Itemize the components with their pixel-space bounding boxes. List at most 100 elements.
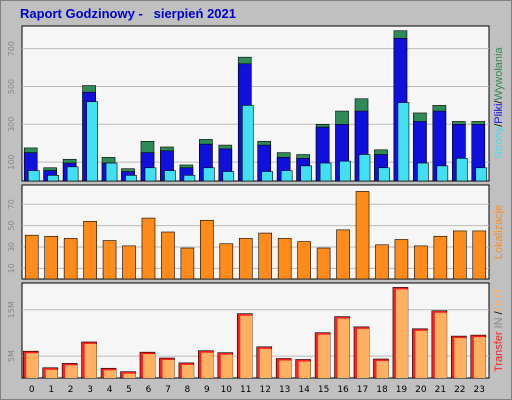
x-tick-label: 10 (221, 385, 233, 395)
bar-pages (261, 171, 274, 182)
bar-traffic-out (318, 334, 331, 378)
side-legend-part: / (493, 123, 505, 127)
side-legend-part: Transfer (493, 331, 505, 372)
bar-pages (378, 167, 390, 182)
bar-traffic-out (162, 360, 175, 378)
plot-area (21, 184, 490, 280)
side-legend: Lokalizacje (493, 205, 505, 259)
x-tick-label: 1 (48, 385, 54, 395)
bar-visits (200, 219, 214, 280)
bar-pages (47, 175, 59, 182)
bar-visits (219, 243, 234, 280)
x-tick-label: 21 (435, 385, 446, 395)
bar-visits (122, 245, 136, 280)
plot-area (21, 282, 490, 379)
y-tick-label: 10 (7, 263, 16, 273)
bar-traffic-out (201, 352, 214, 378)
bar-pages (203, 167, 215, 182)
bar-visits (44, 235, 58, 280)
x-tick-label: 19 (396, 385, 408, 395)
x-tick-label: 0 (29, 385, 35, 395)
x-tick-label: 8 (185, 385, 191, 395)
bar-visits (258, 232, 273, 280)
bar-traffic-out (240, 315, 253, 378)
bar-visits (24, 234, 39, 280)
bar-traffic-out (65, 365, 78, 378)
side-legend-part: / (493, 310, 505, 314)
bar-pages (456, 158, 468, 182)
bar-traffic-out (279, 360, 292, 378)
bar-visits (238, 238, 253, 280)
bar-visits (336, 229, 350, 280)
bar-pages (358, 154, 371, 182)
bar-pages (417, 162, 429, 182)
bar-traffic-out (142, 354, 155, 378)
side-legend-part: IN (493, 314, 505, 331)
bar-traffic-out (259, 348, 272, 378)
bar-traffic-out (181, 364, 194, 378)
bar-visits (63, 238, 78, 280)
y-tick-label: 50 (7, 220, 16, 230)
bar-visits (414, 245, 428, 280)
y-tick-label: 500 (7, 79, 16, 94)
bar-pages (66, 166, 79, 182)
bar-visits (141, 217, 156, 280)
bar-visits (83, 221, 97, 280)
x-tick-label: 3 (87, 385, 93, 395)
side-legend: Strony/Pliki/Wywołania (493, 47, 505, 159)
side-legend-part: Pliki (493, 104, 505, 124)
x-tick-label: 17 (357, 385, 368, 395)
x-tick-label: 20 (415, 385, 427, 395)
y-tick-label: 100 (7, 154, 16, 169)
x-tick-label: 13 (279, 385, 290, 395)
y-tick-label: 300 (7, 117, 16, 132)
bar-visits (433, 235, 448, 280)
y-tick-label: 700 (7, 41, 16, 56)
bar-traffic-out (45, 369, 58, 378)
bar-traffic-out (123, 373, 136, 378)
bar-visits (453, 230, 467, 280)
side-legend-part: / (493, 100, 505, 104)
bar-visits (277, 238, 292, 280)
bar-visits (355, 191, 370, 280)
x-tick-label: 14 (298, 385, 310, 395)
side-legend: Transfer IN /OUT (493, 288, 505, 372)
x-tick-label: 4 (107, 385, 113, 395)
bar-pages (241, 105, 254, 182)
bar-pages (125, 175, 137, 182)
y-tick-label: 15M (7, 301, 16, 318)
side-legend-part: OUT (493, 288, 505, 312)
bar-traffic-out (434, 312, 447, 378)
bar-traffic-out (454, 338, 467, 378)
x-tick-label: 6 (146, 385, 152, 395)
bar-traffic-out (26, 353, 39, 378)
x-tick-label: 11 (240, 385, 251, 395)
bar-traffic-out (104, 370, 117, 378)
bar-traffic-out (337, 318, 350, 378)
x-tick-label: 12 (260, 385, 271, 395)
bar-traffic-out (376, 361, 389, 378)
x-tick-label: 2 (68, 385, 74, 395)
bar-pages (280, 170, 293, 182)
bar-visits (375, 244, 389, 280)
bar-pages (144, 167, 157, 182)
bar-pages (319, 162, 332, 182)
y-tick-label: 5M (7, 350, 16, 362)
bar-pages (222, 171, 235, 182)
bar-traffic-out (84, 343, 97, 378)
bar-pages (397, 102, 410, 182)
bar-visits (472, 230, 487, 280)
x-tick-label: 5 (126, 385, 132, 395)
bar-pages (339, 160, 351, 182)
bar-traffic-out (395, 289, 408, 378)
x-tick-label: 16 (337, 385, 349, 395)
bar-visits (161, 231, 175, 280)
bar-visits (297, 241, 311, 280)
bar-traffic-out (357, 328, 370, 378)
bar-pages (183, 175, 196, 182)
bar-pages (27, 170, 40, 182)
bar-pages (475, 167, 488, 182)
x-tick-label: 9 (204, 385, 210, 395)
chart-title: Raport Godzinowy - sierpień 2021 (20, 6, 236, 21)
